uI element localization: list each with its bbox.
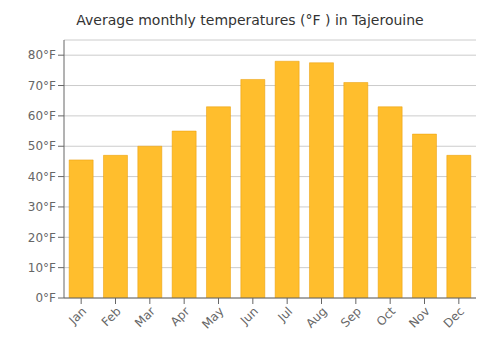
svg-text:20°F: 20°F <box>28 231 56 245</box>
svg-text:Nov: Nov <box>406 304 432 330</box>
html-text:Average monthly temperatures (: Average monthly temperatures (°F ) in Ta… <box>76 12 424 28</box>
svg-text:May: May <box>199 304 226 331</box>
svg-text:Feb: Feb <box>99 304 124 329</box>
svg-text:60°F: 60°F <box>28 109 56 123</box>
svg-text:10°F: 10°F <box>28 261 56 275</box>
svg-text:Apr: Apr <box>168 304 193 329</box>
svg-text:50°F: 50°F <box>28 139 56 153</box>
svg-text:Oct: Oct <box>374 304 399 329</box>
svg-text:Jun: Jun <box>237 304 261 328</box>
svg-text:Aug: Aug <box>303 304 329 330</box>
svg-text:Mar: Mar <box>132 304 158 330</box>
svg-text:Sep: Sep <box>338 304 364 330</box>
svg-text:Jul: Jul <box>274 304 295 325</box>
svg-text:40°F: 40°F <box>28 170 56 184</box>
svg-text:Jan: Jan <box>66 304 90 328</box>
svg-text:0°F: 0°F <box>35 291 56 305</box>
svg-text:Dec: Dec <box>441 304 467 330</box>
svg-text:70°F: 70°F <box>28 79 56 93</box>
svg-text:80°F: 80°F <box>28 48 56 62</box>
svg-text:30°F: 30°F <box>28 200 56 214</box>
